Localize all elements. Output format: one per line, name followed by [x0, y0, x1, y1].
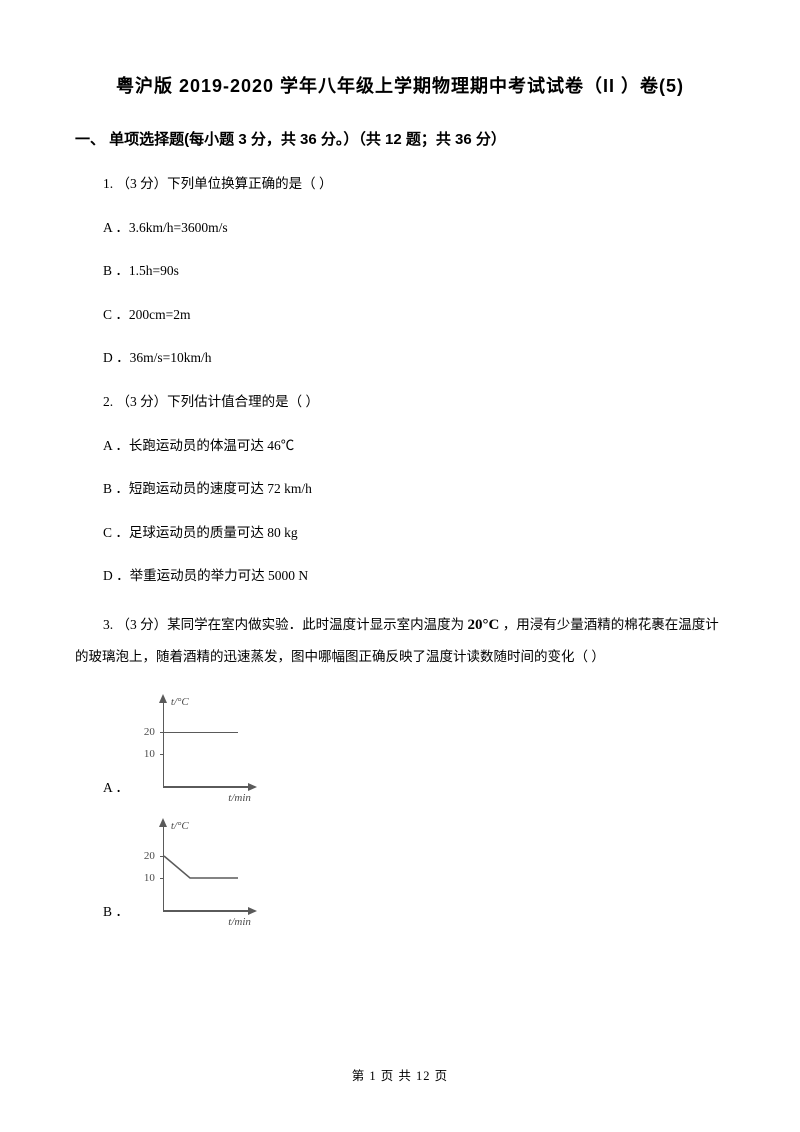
q2-stem: 2. （3 分）下列估计值合理的是（ ） — [75, 391, 725, 413]
q2-option-b: B ．短跑运动员的速度可达 72 km/h — [75, 478, 725, 500]
graph-a-arrow-right-icon — [248, 783, 257, 791]
graph-b-curve — [135, 818, 263, 928]
q1-option-d: D ．36m/s=10km/h — [75, 347, 725, 369]
q1-option-b: B ．1.5h=90s — [75, 260, 725, 282]
graph-a-axis-x — [163, 786, 251, 788]
q1-stem: 1. （3 分）下列单位换算正确的是（ ） — [75, 173, 725, 195]
q3-stem: 3. （3 分）某同学在室内做实验．此时温度计显示室内温度为 20°C ，用浸有… — [75, 609, 725, 672]
graph-a-ylabel: t/°C — [171, 696, 189, 708]
q2-option-d: D ．举重运动员的举力可达 5000 N — [75, 565, 725, 587]
graph-a: t/°C t/min 20 10 — [135, 694, 263, 804]
q1-option-c: C ．200cm=2m — [75, 304, 725, 326]
graph-a-tick20: 20 — [144, 726, 155, 738]
page-title: 粤沪版 2019-2020 学年八年级上学期物理期中考试试卷（II ）卷(5) — [75, 72, 725, 98]
graph-a-tickmark10 — [160, 754, 164, 756]
q3-option-b-label: B ． — [103, 900, 129, 928]
q3-temp: 20°C — [468, 617, 500, 633]
q2-option-c: C ．足球运动员的质量可达 80 kg — [75, 522, 725, 544]
q3-line1-prefix: 3. （3 分）某同学在室内做实验．此时温度计显示室内温度为 — [75, 617, 468, 632]
graph-a-xlabel: t/min — [228, 792, 251, 804]
q1-option-a: A ．3.6km/h=3600m/s — [75, 217, 725, 239]
q3-line1-suffix: ，用浸有少量酒精的棉花裹在温度计 — [499, 617, 718, 632]
q3-line2: 的玻璃泡上，随着酒精的迅速蒸发，图中哪幅图正确反映了温度计读数随时间的变化（ ） — [75, 649, 605, 664]
q3-option-a-row: A ． t/°C t/min 20 10 — [75, 694, 725, 804]
graph-b: t/°C t/min 20 10 — [135, 818, 263, 928]
graph-a-curve — [164, 732, 238, 734]
q2-option-a: A ．长跑运动员的体温可达 46℃ — [75, 435, 725, 457]
section-header: 一、 单项选择题(每小题 3 分，共 36 分。）（共 12 题；共 36 分） — [75, 128, 725, 149]
graph-a-tick10: 10 — [144, 748, 155, 760]
page-footer: 第 1 页 共 12 页 — [0, 1065, 800, 1084]
graph-a-arrow-up-icon — [159, 694, 167, 703]
graph-a-axis-y — [163, 700, 165, 788]
q3-option-b-row: B ． t/°C t/min 20 10 — [75, 818, 725, 928]
q3-option-a-label: A ． — [103, 776, 129, 804]
